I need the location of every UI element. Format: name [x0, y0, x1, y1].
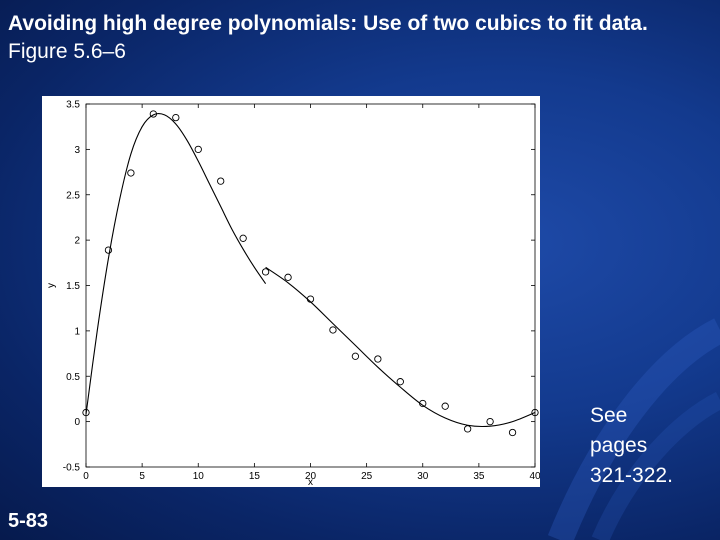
scatter-chart: 0 5 10 15 20 25 30 35 40-0.500.511.522.533.5xy	[46, 100, 541, 489]
plot-frame	[85, 103, 536, 468]
data-point	[172, 113, 180, 122]
data-point	[194, 145, 202, 154]
slide-title: Avoiding high degree polynomials: Use of…	[8, 10, 708, 66]
figure-panel: 0 5 10 15 20 25 30 35 40 -0.5 0 0.5 1 1.5 2 2.5 3 3.5 x y	[42, 96, 541, 489]
note-line-3: 321-322.	[590, 464, 673, 487]
data-point	[217, 177, 225, 185]
slide-title-bold: Avoiding high degree polynomials: Use of…	[8, 12, 648, 35]
data-point	[374, 355, 382, 363]
data-point	[127, 169, 135, 177]
x-tick-label: 30	[417, 471, 429, 482]
note-line-1: See	[590, 404, 628, 427]
data-point	[306, 295, 315, 303]
y-tick-label: -0.5	[63, 463, 81, 474]
x-axis-label: x	[308, 477, 313, 487]
y-tick-label: 0	[74, 417, 80, 428]
data-point	[239, 234, 247, 242]
x-tick-label: 0	[83, 471, 89, 482]
y-tick-label: 1.5	[66, 281, 80, 292]
x-tick-label: 15	[249, 471, 261, 482]
page-reference-note: See pages 321-322.	[590, 401, 710, 491]
y-tick-label: 3.5	[66, 100, 80, 111]
y-tick-label: 2.5	[66, 190, 80, 201]
data-point	[104, 246, 113, 254]
data-point	[329, 326, 337, 334]
x-tick-label: 40	[529, 471, 540, 482]
data-point	[441, 402, 449, 410]
slide-number: 5-83	[8, 510, 49, 532]
data-point	[261, 268, 270, 276]
note-line-2: pages	[590, 434, 648, 457]
data-point	[351, 352, 360, 360]
data-point	[149, 110, 158, 118]
x-tick-label: 35	[473, 471, 485, 482]
data-point	[531, 408, 539, 417]
y-tick-label: 3	[74, 145, 80, 156]
x-tick-label: 10	[193, 471, 205, 482]
data-point	[508, 428, 517, 437]
x-tick-label: 20	[305, 471, 317, 482]
y-tick-label: 2	[74, 236, 80, 247]
data-point	[463, 425, 472, 433]
y-tick-label: 1	[74, 326, 80, 337]
cubic-fit-curve-2	[265, 266, 536, 428]
x-tick-label: 5	[139, 471, 145, 482]
data-point	[419, 399, 427, 408]
data-point	[82, 408, 90, 417]
data-point	[284, 273, 292, 281]
data-point	[486, 417, 494, 426]
x-tick-label: 25	[361, 471, 373, 482]
y-axis-label: y	[46, 283, 57, 288]
y-tick-label: 0.5	[66, 372, 80, 383]
cubic-fit-curve-1	[85, 113, 267, 415]
data-point	[396, 378, 404, 386]
slide-title-figure-ref: Figure 5.6–6	[8, 40, 126, 63]
